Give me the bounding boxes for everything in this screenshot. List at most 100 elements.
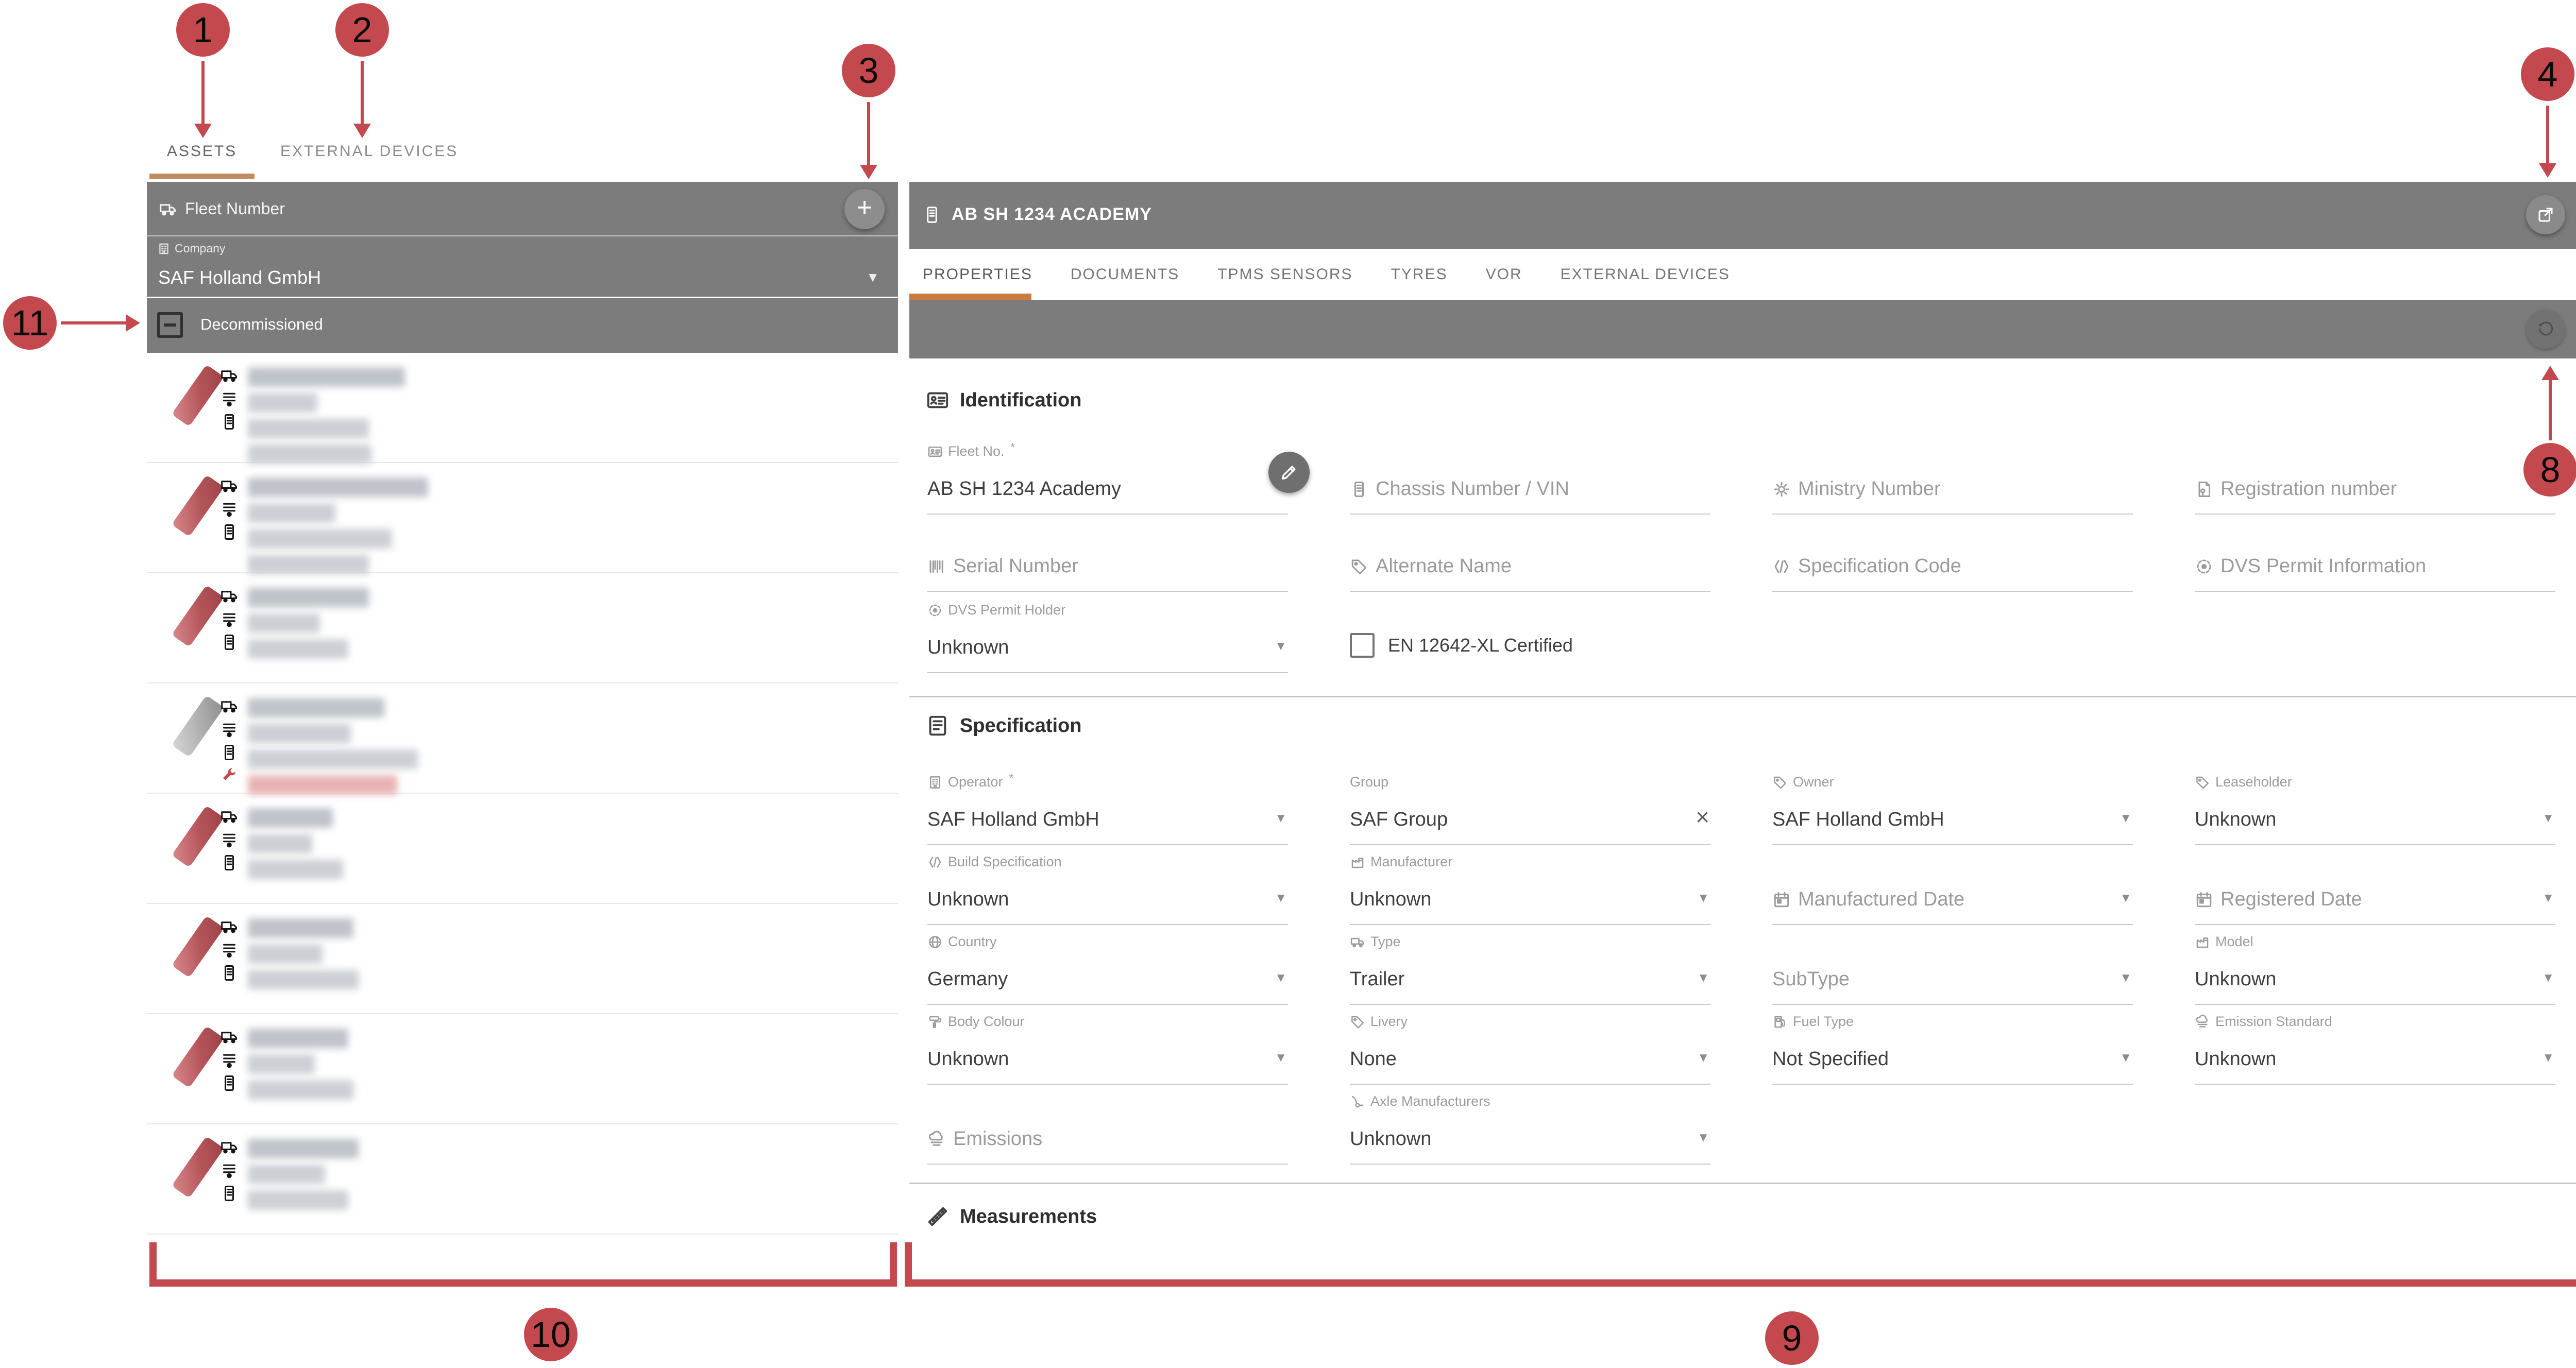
factory-icon (2195, 934, 2210, 950)
fleet-no-input[interactable]: AB SH 1234 Academy (927, 478, 1121, 500)
open-in-new-button[interactable] (2526, 195, 2565, 234)
field-underline (927, 514, 1288, 515)
tab-tyres[interactable]: TYRES (1391, 265, 1448, 283)
manufactured-date-field: Manufactured Date ▼ (1772, 853, 2133, 925)
truck-icon (220, 587, 239, 605)
tab-vor[interactable]: VOR (1485, 265, 1522, 283)
undo-button[interactable] (2526, 310, 2565, 349)
tab-external-devices[interactable]: EXTERNAL DEVICES (280, 142, 459, 160)
identification-section-header: Identification (926, 388, 1081, 412)
specification-code-input[interactable]: Specification Code (1772, 555, 2110, 577)
dvs-permit-holder-field: DVS Permit Holder Unknown ▼ (927, 601, 1288, 673)
truck-icon (220, 1028, 239, 1046)
dvs-icon (927, 603, 943, 618)
asset-list-item[interactable] (147, 463, 898, 574)
trailer-thumbnail-icon (171, 364, 225, 427)
registered-date-select[interactable]: Registered Date (2195, 888, 2533, 911)
chevron-down-icon: ▼ (866, 269, 879, 285)
asset-filter-header: Fleet Number + Company SAF Holland GmbH … (147, 182, 898, 353)
registration-number-input[interactable]: Registration number (2195, 478, 2533, 500)
decommissioned-checkbox[interactable] (157, 312, 183, 338)
asset-list-item[interactable] (147, 1124, 898, 1235)
emission-standard-select[interactable]: Unknown (2195, 1048, 2277, 1070)
company-select[interactable]: SAF Holland GmbH (158, 267, 321, 288)
fuel-type-select[interactable]: Not Specified (1772, 1048, 1889, 1070)
operator-select[interactable]: SAF Holland GmbH (927, 809, 1099, 830)
field-underline (1772, 514, 2133, 515)
form-row: Build Specification Unknown ▼ Manufacturer U… (927, 853, 2576, 925)
chevron-down-icon: ▼ (2542, 1051, 2554, 1065)
country-field: Country Germany ▼ (927, 933, 1288, 1005)
asset-list-item[interactable] (147, 683, 898, 795)
main-tab-bar: ASSETS EXTERNAL DEVICES (149, 129, 484, 179)
en-12642-xl-certified-checkbox[interactable] (1350, 633, 1375, 658)
truck-icon (220, 1138, 239, 1156)
chevron-down-icon: ▼ (2120, 971, 2132, 985)
tab-documents[interactable]: DOCUMENTS (1070, 265, 1180, 283)
owner-select[interactable]: SAF Holland GmbH (1772, 809, 1944, 830)
body-colour-label: Body Colour (927, 1014, 1025, 1030)
asset-list-item[interactable] (147, 794, 898, 904)
manufactured-date-select[interactable]: Manufactured Date (1772, 888, 2110, 911)
chassis-icon (220, 964, 239, 982)
edit-fleet-no-button[interactable] (1268, 452, 1310, 493)
serial-number-input[interactable]: Serial Number (927, 555, 1265, 577)
building-icon (157, 242, 171, 255)
model-select[interactable]: Unknown (2195, 968, 2277, 990)
axle-load-icon (220, 610, 239, 628)
clear-group-button[interactable]: × (1696, 803, 1709, 830)
tab-external-devices[interactable]: EXTERNAL DEVICES (1560, 265, 1730, 283)
callout-8: 8 (2523, 443, 2576, 497)
field-underline (1772, 1004, 2133, 1005)
asset-list-item[interactable] (147, 573, 898, 683)
ministry-number-input[interactable]: Ministry Number (1772, 478, 2110, 500)
chassis-icon (220, 633, 239, 652)
leaseholder-select[interactable]: Unknown (2195, 809, 2277, 830)
type-select[interactable]: Trailer (1350, 968, 1405, 990)
company-filter-row: Company SAF Holland GmbH ▼ (147, 237, 898, 298)
chevron-down-icon: ▼ (2542, 891, 2554, 905)
fleet-number-filter-field[interactable]: Fleet Number (158, 199, 285, 218)
chassis-icon (220, 743, 239, 762)
subtype-select[interactable]: SubType (1772, 968, 1850, 990)
add-asset-button[interactable]: + (844, 189, 885, 229)
chevron-down-icon: ▼ (2120, 1051, 2132, 1065)
truck-icon (220, 366, 239, 385)
trailer-thumbnail-icon (171, 1025, 225, 1088)
build-specification-select[interactable]: Unknown (927, 888, 1009, 910)
asset-list-item[interactable] (147, 353, 898, 464)
axle-manufacturers-select[interactable]: Unknown (1350, 1128, 1432, 1150)
group-input[interactable]: SAF Group (1350, 809, 1448, 830)
trailer-thumbnail-icon (171, 474, 225, 537)
emissions-input[interactable]: Emissions (927, 1128, 1265, 1150)
tab-properties[interactable]: PROPERTIES (923, 265, 1032, 283)
chevron-down-icon: ▼ (1275, 1051, 1287, 1065)
asset-type-icons (220, 917, 239, 982)
redacted-asset-text (248, 367, 405, 470)
callout-3: 3 (842, 44, 895, 97)
callout-1-arrowhead (194, 124, 212, 138)
body-colour-select[interactable]: Unknown (927, 1048, 1009, 1070)
asset-list-item[interactable] (147, 904, 898, 1014)
axle-load-icon (220, 389, 239, 408)
en-12642-xl-certified-checkbox-label: EN 12642-XL Certified (1388, 635, 1573, 656)
livery-select[interactable]: None (1350, 1048, 1397, 1070)
callout-4-arrow (2546, 106, 2549, 164)
company-label: Company (175, 242, 226, 255)
tab-tpms-sensors[interactable]: TPMS SENSORS (1217, 265, 1353, 283)
trailer-badge-icon (922, 206, 942, 224)
operator-label: Operator * (927, 772, 1013, 790)
dvs-permit-holder-select[interactable]: Unknown (927, 637, 1009, 658)
trailer-thumbnail-icon (171, 915, 225, 978)
fleet-number-filter-row: Fleet Number + (147, 182, 898, 236)
en-12642-xl-certified-field: EN 12642-XL Certified (1350, 601, 1710, 673)
alternate-name-input[interactable]: Alternate Name (1350, 555, 1688, 577)
axle-load-icon (220, 940, 239, 959)
manufacturer-select[interactable]: Unknown (1350, 888, 1432, 910)
country-select[interactable]: Germany (927, 968, 1008, 990)
chevron-down-icon: ▼ (2120, 891, 2132, 905)
chassis-number-vin-input[interactable]: Chassis Number / VIN (1350, 478, 1688, 500)
tab-assets[interactable]: ASSETS (149, 129, 255, 179)
asset-list-item[interactable] (147, 1014, 898, 1124)
dvs-permit-information-input[interactable]: DVS Permit Information (2195, 555, 2533, 577)
